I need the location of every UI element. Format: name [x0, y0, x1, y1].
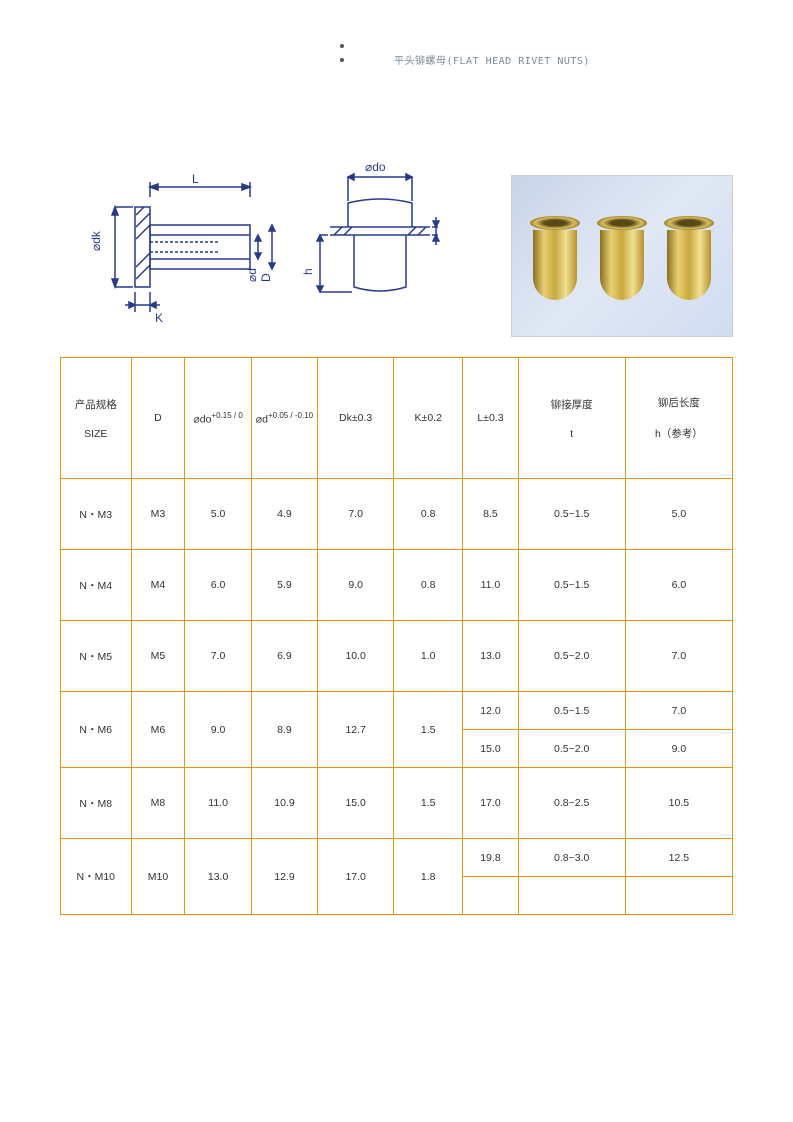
cell-h: 9.0: [625, 730, 732, 768]
cell-t: [518, 877, 625, 915]
dim-label-dk: ⌀dk: [89, 230, 103, 251]
cell-size: N・M8: [61, 768, 132, 839]
cell-Dk: 17.0: [318, 839, 394, 915]
dim-label-L: L: [192, 172, 199, 186]
cell-size: N・M6: [61, 692, 132, 768]
dim-label-h: h: [301, 268, 315, 275]
cell-h: 7.0: [625, 621, 732, 692]
cell-h: 7.0: [625, 692, 732, 730]
cell-L: 8.5: [463, 479, 518, 550]
hdr-K: K±0.2: [394, 358, 463, 479]
cell-t: 0.5~2.0: [518, 621, 625, 692]
cell-h: [625, 877, 732, 915]
cell-d: 5.9: [251, 550, 317, 621]
cell-d: 12.9: [251, 839, 317, 915]
product-photo: [511, 175, 733, 337]
cell-h: 5.0: [625, 479, 732, 550]
cell-D: M4: [131, 550, 185, 621]
bullet-row: [340, 44, 733, 48]
hdr-size: 产品规格 SIZE: [61, 358, 132, 479]
hdr-L: L±0.3: [463, 358, 518, 479]
hdr-d: ⌀d+0.05 / -0.10: [251, 358, 317, 479]
cell-do: 6.0: [185, 550, 251, 621]
hdr-Dk: Dk±0.3: [318, 358, 394, 479]
cell-K: 1.0: [394, 621, 463, 692]
table-row: N・M10M1013.012.917.01.819.80.8~3.012.5: [61, 839, 733, 877]
technical-drawing: L ⌀dk K ⌀d D ⌀do t h: [60, 147, 440, 337]
cell-d: 6.9: [251, 621, 317, 692]
cell-D: M5: [131, 621, 185, 692]
cell-do: 9.0: [185, 692, 251, 768]
cell-Dk: 10.0: [318, 621, 394, 692]
table-body: N・M3M35.04.97.00.88.50.5~1.55.0N・M4M46.0…: [61, 479, 733, 915]
cell-K: 1.5: [394, 692, 463, 768]
table-row: N・M4M46.05.99.00.811.00.5~1.56.0: [61, 550, 733, 621]
cell-t: 0.5~1.5: [518, 479, 625, 550]
dim-label-d: ⌀d: [245, 268, 259, 282]
cell-size: N・M3: [61, 479, 132, 550]
dim-label-D: D: [259, 273, 273, 282]
cell-t: 0.5~1.5: [518, 550, 625, 621]
table-header-row: 产品规格 SIZE D ⌀do+0.15 / 0 ⌀d+0.05 / -0.10…: [61, 358, 733, 479]
dim-label-K: K: [155, 311, 163, 325]
table-row: N・M3M35.04.97.00.88.50.5~1.55.0: [61, 479, 733, 550]
cell-Dk: 15.0: [318, 768, 394, 839]
cell-h: 12.5: [625, 839, 732, 877]
bullet-icon: [340, 58, 344, 62]
cell-d: 8.9: [251, 692, 317, 768]
cell-size: N・M5: [61, 621, 132, 692]
cell-do: 11.0: [185, 768, 251, 839]
cell-K: 1.5: [394, 768, 463, 839]
cell-K: 0.8: [394, 479, 463, 550]
cell-do: 5.0: [185, 479, 251, 550]
cell-t: 0.8~3.0: [518, 839, 625, 877]
cell-Dk: 12.7: [318, 692, 394, 768]
cell-Dk: 9.0: [318, 550, 394, 621]
cell-L: [463, 877, 518, 915]
cell-D: M6: [131, 692, 185, 768]
cell-size: N・M10: [61, 839, 132, 915]
cell-t: 0.5~1.5: [518, 692, 625, 730]
figure-row: L ⌀dk K ⌀d D ⌀do t h: [60, 147, 733, 337]
hdr-do: ⌀do+0.15 / 0: [185, 358, 251, 479]
cell-L: 12.0: [463, 692, 518, 730]
cell-do: 7.0: [185, 621, 251, 692]
cell-size: N・M4: [61, 550, 132, 621]
cell-L: 19.8: [463, 839, 518, 877]
cell-K: 1.8: [394, 839, 463, 915]
cell-L: 15.0: [463, 730, 518, 768]
cell-L: 11.0: [463, 550, 518, 621]
cell-L: 13.0: [463, 621, 518, 692]
title-area: 平头铆螺母(FLAT HEAD RIVET NUTS): [340, 44, 733, 67]
bullet-row: 平头铆螺母(FLAT HEAD RIVET NUTS): [340, 52, 733, 67]
specification-table: 产品规格 SIZE D ⌀do+0.15 / 0 ⌀d+0.05 / -0.10…: [60, 357, 733, 915]
table-row: N・M6M69.08.912.71.512.00.5~1.57.0: [61, 692, 733, 730]
cell-D: M10: [131, 839, 185, 915]
bullet-icon: [340, 44, 344, 48]
cell-t: 0.5~2.0: [518, 730, 625, 768]
cell-h: 6.0: [625, 550, 732, 621]
cell-D: M8: [131, 768, 185, 839]
hdr-t: 铆接厚度 t: [518, 358, 625, 479]
cell-t: 0.8~2.5: [518, 768, 625, 839]
page-title: 平头铆螺母(FLAT HEAD RIVET NUTS): [394, 52, 590, 67]
cell-D: M3: [131, 479, 185, 550]
hdr-h: 铆后长度 h（参考）: [625, 358, 732, 479]
table-row: N・M8M811.010.915.01.517.00.8~2.510.5: [61, 768, 733, 839]
cell-L: 17.0: [463, 768, 518, 839]
cell-d: 4.9: [251, 479, 317, 550]
dim-label-do: ⌀do: [365, 160, 386, 174]
cell-Dk: 7.0: [318, 479, 394, 550]
cell-K: 0.8: [394, 550, 463, 621]
table-row: N・M5M57.06.910.01.013.00.5~2.07.0: [61, 621, 733, 692]
hdr-D: D: [131, 358, 185, 479]
cell-h: 10.5: [625, 768, 732, 839]
cell-d: 10.9: [251, 768, 317, 839]
cell-do: 13.0: [185, 839, 251, 915]
